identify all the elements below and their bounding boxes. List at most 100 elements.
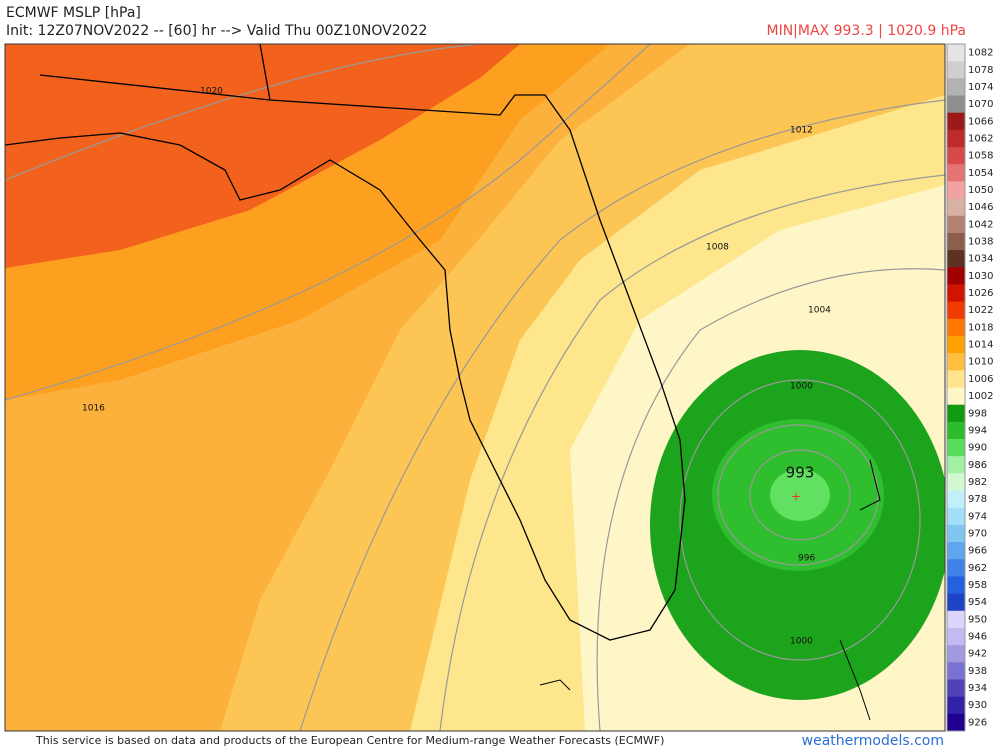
colorbar-label: 926 [968, 717, 987, 728]
colorbar-swatch [947, 250, 965, 268]
colorbar-swatch [947, 627, 965, 646]
pressure-band [5, 44, 520, 268]
colorbar-label: 1034 [968, 254, 993, 265]
colorbar-label: 1062 [968, 133, 993, 144]
footer-credit: This service is based on data and produc… [35, 734, 664, 747]
colorbar-label: 1006 [968, 374, 993, 385]
colorbar-swatch [947, 576, 965, 595]
colorbar-label: 1046 [968, 202, 993, 213]
coastline [5, 44, 686, 641]
colorbar-swatch [947, 78, 965, 97]
colorbar-swatch [947, 696, 965, 715]
header-title: ECMWF MSLP [hPa] [6, 5, 141, 21]
footer-site[interactable]: weathermodels.com [802, 733, 944, 749]
colorbar-label: 934 [968, 683, 987, 694]
colorbar-swatch [947, 559, 965, 577]
colorbar-label: 1030 [968, 271, 993, 282]
colorbar-swatch [947, 95, 965, 114]
colorbar-swatch [947, 593, 965, 612]
colorbar-label: 1058 [968, 151, 993, 162]
islands [539, 459, 881, 721]
header-init: Init: 12Z07NOV2022 -- [60] hr --> Valid … [6, 23, 427, 39]
contour-label: 1012 [790, 126, 813, 136]
colorbar-swatch [947, 318, 965, 337]
contour-label: 996 [798, 554, 815, 564]
colorbar-swatch [947, 284, 965, 303]
colorbar-label: 946 [968, 632, 987, 643]
min-pressure-label: 993 [786, 464, 815, 482]
colorbar-label: 986 [968, 460, 987, 471]
colorbar-label: 1070 [968, 99, 993, 110]
colorbar-label: 1026 [968, 288, 993, 299]
colorbar-label: 962 [968, 563, 987, 574]
contour-label: 1000 [790, 382, 813, 392]
colorbar-label: 1050 [968, 185, 993, 196]
colorbar-label: 942 [968, 649, 987, 660]
colorbar-swatch [947, 129, 965, 148]
low-pressure-core [770, 469, 830, 521]
colorbar-swatch [947, 198, 965, 217]
colorbar-swatch [947, 335, 965, 354]
colorbar-label: 970 [968, 528, 987, 539]
colorbar-swatch [947, 439, 965, 457]
colorbar-swatch [947, 232, 965, 251]
colorbar-swatch [947, 44, 965, 62]
isobars [5, 44, 945, 731]
low-center-marker: + [791, 490, 801, 504]
colorbar-label: 950 [968, 614, 987, 625]
colorbar-swatch [947, 542, 965, 560]
colorbar-swatch [947, 456, 965, 474]
colorbar-swatch [947, 421, 965, 440]
colorbar-swatch [947, 679, 965, 698]
colorbar: 1082 1078 1074 1070 1066 1062 1058 1054 1050 1046… [946, 43, 993, 732]
colorbar-swatch [947, 353, 965, 371]
contour-label: 1020 [200, 87, 223, 97]
colorbar-label: 930 [968, 700, 987, 711]
colorbar-swatch [947, 713, 965, 732]
colorbar-swatch [947, 610, 965, 629]
colorbar-label: 974 [968, 511, 987, 522]
colorbar-label: 982 [968, 477, 987, 488]
colorbar-label: 1074 [968, 82, 993, 93]
colorbar-label: 1022 [968, 305, 993, 316]
colorbar-label: 1038 [968, 237, 993, 248]
colorbar-label: 1014 [968, 340, 993, 351]
contour-label: 1008 [706, 243, 729, 253]
colorbar-swatch [947, 267, 965, 285]
colorbar-swatch [947, 507, 965, 526]
colorbar-swatch [947, 645, 965, 663]
colorbar-swatch [947, 112, 965, 131]
header-minmax: MIN|MAX 993.3 | 1020.9 hPa [767, 23, 967, 39]
contour-label: 1004 [808, 306, 831, 316]
colorbar-swatch [947, 524, 965, 543]
colorbar-swatch [947, 473, 965, 492]
contour-label: 1000 [790, 637, 813, 647]
colorbar-frame [946, 43, 966, 732]
colorbar-label: 1054 [968, 168, 993, 179]
colorbar-label: 966 [968, 546, 987, 557]
colorbar-label: 1042 [968, 219, 993, 230]
colorbar-label: 958 [968, 580, 987, 591]
colorbar-label: 1002 [968, 391, 993, 402]
colorbar-swatch [947, 404, 965, 423]
colorbar-swatch [947, 662, 965, 680]
map: 1020 1016 1012 1008 1004 1000 996 993 10… [4, 43, 946, 732]
colorbar-label: 978 [968, 494, 987, 505]
colorbar-label: 1018 [968, 322, 993, 333]
colorbar-label: 990 [968, 443, 987, 454]
colorbar-label: 998 [968, 408, 987, 419]
colorbar-swatch [947, 490, 965, 509]
map-frame [4, 43, 946, 732]
colorbar-swatch [947, 164, 965, 182]
colorbar-label: 954 [968, 597, 987, 608]
colorbar-label: 938 [968, 666, 987, 677]
colorbar-swatch [947, 215, 965, 234]
contour-label: 1016 [82, 404, 105, 414]
colorbar-swatch [947, 301, 965, 320]
colorbar-swatch [947, 61, 965, 79]
colorbar-label: 1010 [968, 357, 993, 368]
colorbar-swatch [947, 181, 965, 200]
colorbar-label: 1066 [968, 116, 993, 127]
